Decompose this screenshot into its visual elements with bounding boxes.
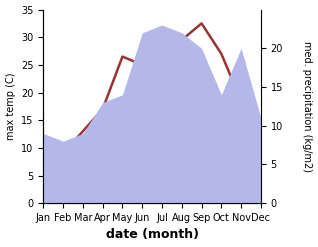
X-axis label: date (month): date (month) [106,228,199,242]
Y-axis label: max temp (C): max temp (C) [5,73,16,140]
Y-axis label: med. precipitation (kg/m2): med. precipitation (kg/m2) [302,41,313,172]
